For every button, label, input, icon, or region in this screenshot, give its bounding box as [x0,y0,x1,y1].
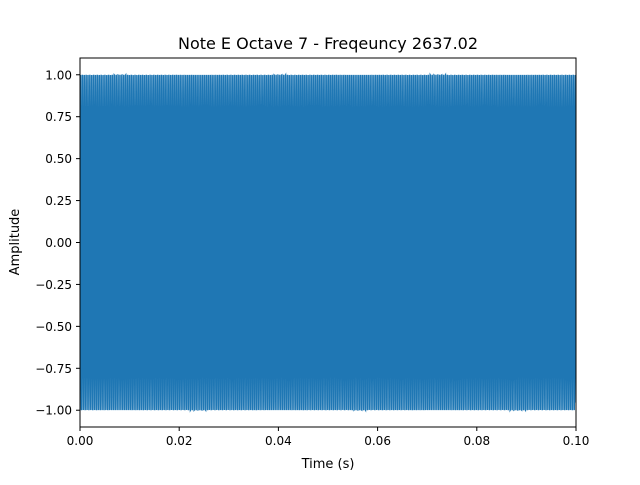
y-tick-label: 0.75 [45,110,72,124]
y-axis-label: Amplitude [8,209,23,276]
y-tick-label: 0.00 [45,236,72,250]
x-tick-label: 0.02 [166,434,193,448]
axes-frame [79,57,577,428]
x-axis-label: Time (s) [301,457,355,472]
x-tick-label: 0.00 [67,434,94,448]
chart-title: Note E Octave 7 - Freqeuncy 2637.02 [178,34,478,53]
y-tick-label: −0.50 [35,320,72,334]
y-tick-label: 0.50 [45,152,72,166]
y-tick-label: −0.25 [35,278,72,292]
x-tick-label: 0.06 [364,434,391,448]
x-tick-label: 0.10 [563,434,590,448]
y-tick-label: −1.00 [35,404,72,418]
y-tick-label: 0.25 [45,194,72,208]
x-tick-label: 0.04 [265,434,292,448]
y-tick-label: −0.75 [35,362,72,376]
y-tick-label: 1.00 [45,68,72,82]
plot-area [80,72,576,413]
series-line-0 [80,72,576,413]
x-tick-label: 0.08 [463,434,490,448]
axis-ticks: 0.00 0.02 0.04 0.06 0.08 0.10 −1.00 −0.75 −0.50 −… [35,68,589,448]
